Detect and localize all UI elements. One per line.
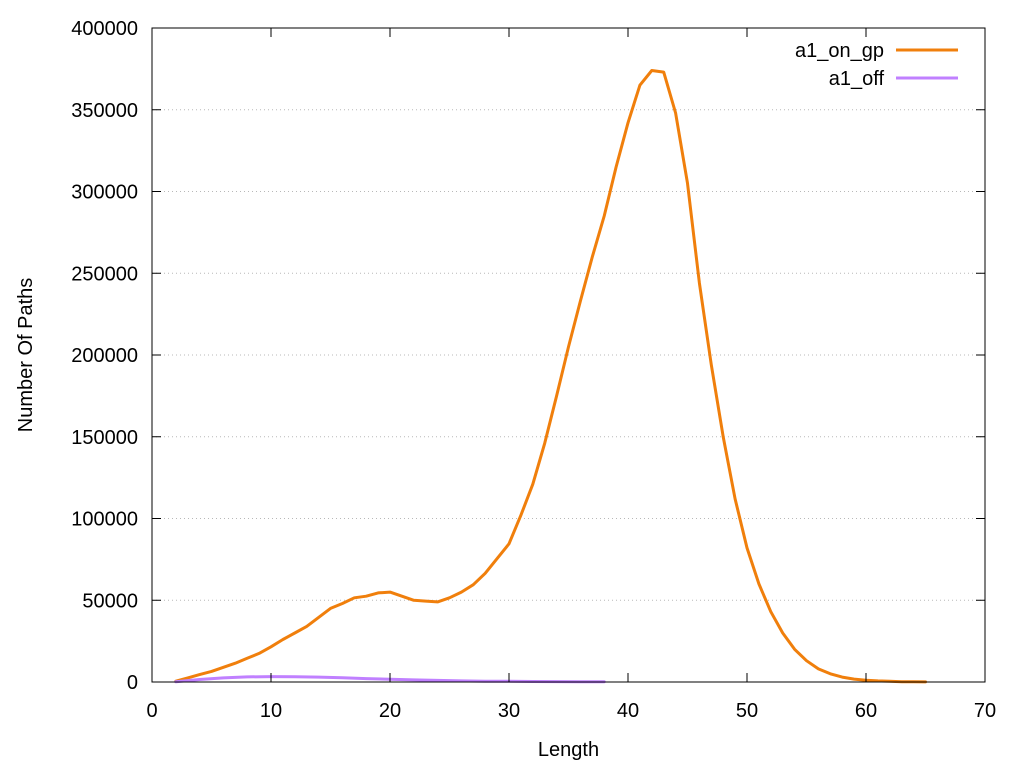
axis-ticks: 0 50000 100000 150000 200000 250000 300000 3500… bbox=[71, 18, 996, 722]
x-tick-label: 40 bbox=[617, 700, 639, 722]
y-tick-label: 150000 bbox=[71, 427, 138, 449]
y-axis-label: Number Of Paths bbox=[15, 278, 37, 433]
y-tick-label: 50000 bbox=[82, 590, 138, 612]
y-tick-label: 400000 bbox=[71, 18, 138, 40]
series-lines bbox=[174, 69, 927, 684]
y-tick-label: 350000 bbox=[71, 100, 138, 122]
y-tick-label: 0 bbox=[127, 672, 138, 694]
x-axis-label: Length bbox=[538, 739, 599, 761]
x-tick-label: 50 bbox=[736, 700, 758, 722]
y-tick-label: 200000 bbox=[71, 345, 138, 367]
series-line-a1-on-gp bbox=[174, 69, 927, 684]
legend-label: a1_off bbox=[829, 68, 885, 90]
legend: a1_on_gp a1_off bbox=[795, 40, 958, 90]
x-tick-label: 70 bbox=[974, 700, 996, 722]
x-tick-label: 20 bbox=[379, 700, 401, 722]
legend-label: a1_on_gp bbox=[795, 40, 884, 62]
y-tick-label: 100000 bbox=[71, 509, 138, 531]
x-tick-label: 30 bbox=[498, 700, 520, 722]
x-tick-label: 60 bbox=[855, 700, 877, 722]
grid-lines bbox=[152, 109, 985, 601]
x-tick-label: 0 bbox=[146, 700, 157, 722]
y-tick-label: 250000 bbox=[71, 263, 138, 285]
y-tick-label: 300000 bbox=[71, 182, 138, 204]
x-tick-label: 10 bbox=[260, 700, 282, 722]
